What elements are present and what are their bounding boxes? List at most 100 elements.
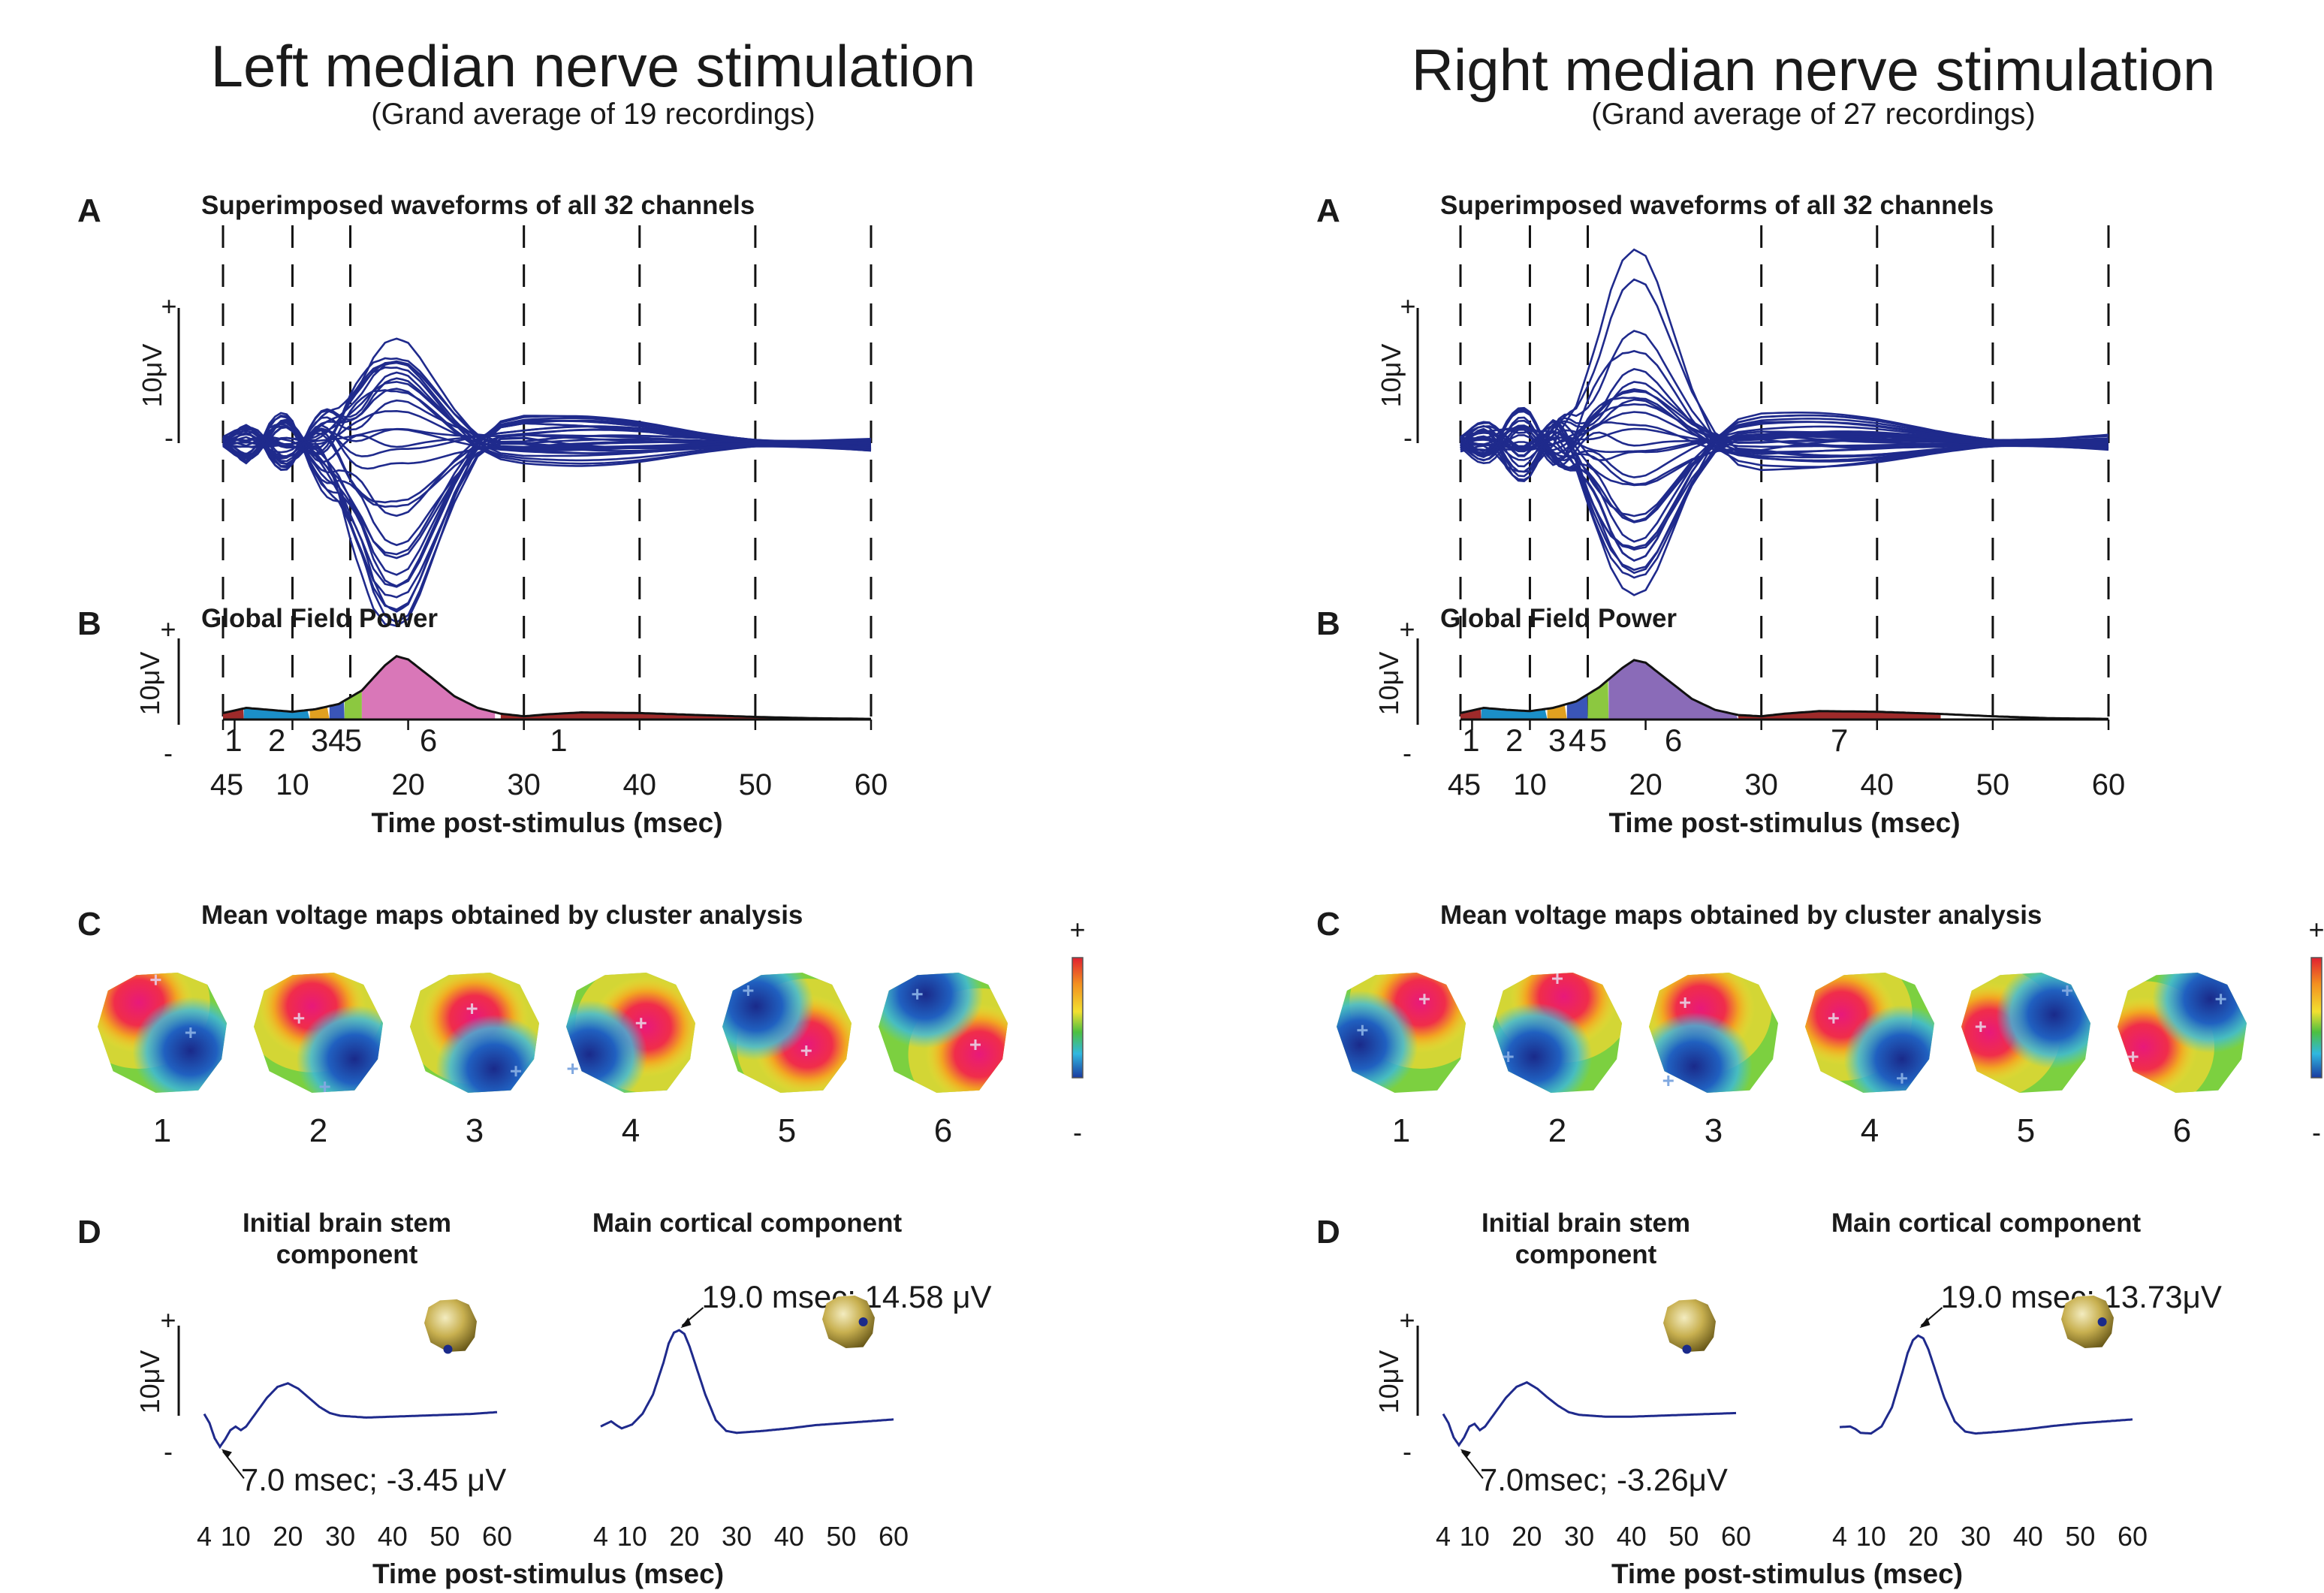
panel-left: Left median nerve stimulation(Grand aver… xyxy=(77,33,1086,1589)
x-tick-label: 20 xyxy=(1629,768,1662,801)
max-electrode-marker xyxy=(635,1018,647,1029)
min-electrode-marker xyxy=(567,1064,578,1074)
min-electrode-marker xyxy=(912,988,923,1000)
x-tick-label: 10 xyxy=(276,768,309,801)
min-electrode-marker xyxy=(319,1082,330,1092)
map-number-label: 1 xyxy=(1392,1112,1410,1149)
brainstem-title-line1: Initial brain stem xyxy=(243,1208,451,1238)
brainstem-title-line2: component xyxy=(1515,1240,1657,1269)
panel-subtitle: (Grand average of 19 recordings) xyxy=(371,98,815,131)
map-number-label: 3 xyxy=(466,1112,484,1149)
scale-plus-b: + xyxy=(160,614,176,644)
channel-waveform xyxy=(223,417,872,556)
scale-label-d: 10μV xyxy=(1373,1350,1404,1414)
max-electrode-marker xyxy=(466,1003,478,1014)
gfp-outline xyxy=(1460,659,2108,720)
section-letter-c: C xyxy=(1316,906,1340,943)
map-negative-region xyxy=(722,973,815,1060)
brainstem-x-tick-label: 4 xyxy=(1436,1521,1451,1552)
brainstem-x-tick-label: 50 xyxy=(1668,1521,1699,1552)
scale-minus-b: - xyxy=(164,738,173,768)
gfp-segment-label: 7 xyxy=(1831,723,1848,758)
electrode-dot xyxy=(1682,1344,1692,1354)
scale-minus-b: - xyxy=(1403,738,1412,768)
gfp-segment-label: 2 xyxy=(268,723,285,758)
gfp-segments xyxy=(223,656,871,720)
channel-waveform xyxy=(222,428,872,454)
brainstem-x-tick-label: 60 xyxy=(482,1521,512,1552)
map-number-label: 6 xyxy=(2173,1112,2191,1149)
cortical-title: Main cortical component xyxy=(592,1208,903,1238)
map-number-label: 4 xyxy=(622,1112,640,1149)
electrode-dot xyxy=(443,1344,453,1354)
voltage-map-1: 1 xyxy=(1337,973,1466,1149)
cortical-trace xyxy=(600,1329,894,1435)
panel-right: Right median nerve stimulation(Grand ave… xyxy=(1316,37,2324,1589)
min-electrode-marker xyxy=(1503,1051,1514,1062)
max-electrode-marker xyxy=(1552,973,1563,984)
gfp-segment-label: 5 xyxy=(345,723,362,758)
min-electrode-marker xyxy=(743,985,754,996)
map-field xyxy=(2118,973,2247,1093)
cortical-x-tick-label: 50 xyxy=(2065,1521,2095,1552)
map-number-label: 6 xyxy=(934,1112,952,1149)
map-field xyxy=(722,973,852,1093)
cortical-x-tick-label: 40 xyxy=(774,1521,804,1552)
map-field xyxy=(410,973,539,1093)
map-negative-region xyxy=(296,1005,383,1093)
map-number-label: 5 xyxy=(778,1112,796,1149)
brainstem-trace xyxy=(1442,1380,1737,1447)
x-tick-label: 40 xyxy=(623,768,657,801)
gfp-segment-label: 6 xyxy=(420,723,437,758)
panel-title: Left median nerve stimulation xyxy=(211,33,976,99)
map-field xyxy=(566,973,695,1093)
brainstem-title-line1: Initial brain stem xyxy=(1482,1208,1690,1238)
scale-label-a: 10μV xyxy=(137,344,167,408)
x-tick-label: 60 xyxy=(855,768,888,801)
x-tick-label: 50 xyxy=(1976,768,2010,801)
gfp-segment-1 xyxy=(223,708,244,720)
panel-subtitle: (Grand average of 27 recordings) xyxy=(1591,98,2035,131)
scale-minus-d: - xyxy=(164,1436,173,1467)
head-icon xyxy=(424,1299,477,1352)
section-letter-d: D xyxy=(77,1214,101,1251)
section-letter-d: D xyxy=(1316,1214,1340,1251)
min-electrode-marker xyxy=(1897,1073,1907,1084)
max-electrode-marker xyxy=(1828,1012,1839,1024)
electrode-dot xyxy=(858,1317,868,1326)
map-negative-region xyxy=(132,997,227,1093)
max-electrode-marker xyxy=(970,1039,981,1050)
x-tick-label: 30 xyxy=(1744,768,1778,801)
brainstem-x-tick-label: 40 xyxy=(1617,1521,1647,1552)
channel-waveform xyxy=(1460,427,2108,452)
voltage-map-6: 6 xyxy=(879,973,1008,1149)
x-tick-label: 30 xyxy=(507,768,541,801)
map-negative-region xyxy=(2152,973,2247,1054)
x-axis-label: Time post-stimulus (msec) xyxy=(1608,807,1960,838)
cortical-x-tick-label: 20 xyxy=(669,1521,699,1552)
voltage-map-1: 1 xyxy=(98,973,227,1149)
scale-minus-d: - xyxy=(1403,1436,1412,1467)
cortical-x-tick-label: 60 xyxy=(2118,1521,2148,1552)
waveform-traces xyxy=(222,337,872,627)
gfp-x-axis: 4 5 10 20 30 40 50 60 xyxy=(1448,720,2125,801)
waveforms-title: Superimposed waveforms of all 32 channel… xyxy=(1440,191,1994,220)
scale-label-b: 10μV xyxy=(1373,652,1404,716)
min-electrode-marker xyxy=(511,1066,522,1077)
channel-waveform xyxy=(222,422,872,611)
scale-plus-label: + xyxy=(2308,914,2324,945)
d-x-axis-label: Time post-stimulus (msec) xyxy=(1611,1558,1963,1589)
section-letter-b: B xyxy=(1316,605,1340,642)
max-electrode-marker xyxy=(1680,997,1691,1008)
gfp-title: Global Field Power xyxy=(1440,604,1677,633)
brainstem-x-tick-label: 50 xyxy=(430,1521,460,1552)
section-letter-a: A xyxy=(1316,192,1340,229)
x-tick-label: 5 xyxy=(227,768,243,801)
brainstem-arrowhead xyxy=(1460,1449,1471,1459)
voltage-map-5: 5 xyxy=(1961,973,2090,1149)
gfp-segment-2 xyxy=(243,707,310,720)
gfp-segment-label: 1 xyxy=(225,723,242,758)
scale-minus-label: - xyxy=(2312,1117,2321,1148)
map-negative-region xyxy=(566,1000,648,1093)
brainstem-x-tick-label: 20 xyxy=(273,1521,303,1552)
